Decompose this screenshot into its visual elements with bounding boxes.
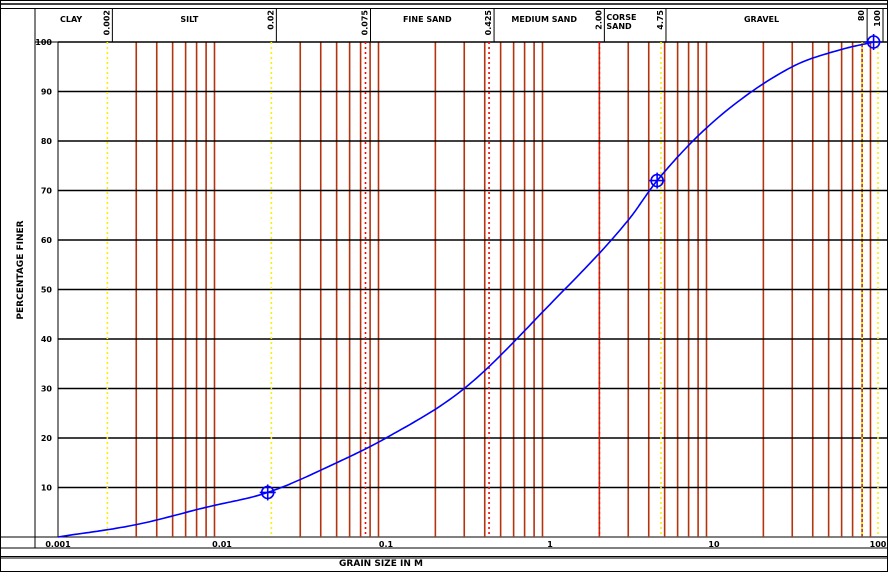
x-tick-label: 100 (870, 540, 887, 549)
zone-label: SAND (606, 22, 632, 31)
chart-frame (0, 8, 888, 557)
y-tick-label: 10 (41, 484, 53, 493)
size-limit-label: 0.075 (361, 10, 370, 36)
x-tick-label: 0.1 (379, 540, 394, 549)
x-axis-title: GRAIN SIZE IN M (339, 559, 423, 569)
zone-label: CORSE (606, 13, 636, 22)
zone-label: FINE SAND (403, 15, 452, 24)
y-tick-label: 70 (41, 187, 53, 196)
x-tick-label: 10 (708, 540, 720, 549)
y-tick-label: 80 (41, 137, 53, 146)
y-tick-label: 30 (41, 385, 53, 394)
y-tick-label: 60 (41, 236, 53, 245)
size-limit-label: 0.02 (266, 10, 275, 30)
y-tick-label: 100 (35, 38, 52, 47)
zone-label: GRAVEL (744, 15, 779, 24)
zone-label: CLAY (60, 15, 82, 24)
size-limit-label: 0.002 (102, 10, 111, 35)
y-tick-label: 20 (41, 434, 53, 443)
size-limit-label: 0.425 (484, 10, 493, 36)
x-tick-label: 0.01 (212, 540, 232, 549)
data-point-marker (865, 34, 882, 50)
x-tick-label: 0.001 (45, 540, 71, 549)
size-limit-label: 4.75 (656, 10, 665, 30)
size-limit-label: 100 (873, 10, 882, 27)
zone-label: SILT (180, 15, 199, 24)
y-tick-label: 50 (41, 286, 53, 295)
data-point-marker (259, 484, 276, 501)
data-point-marker (649, 172, 666, 189)
size-limit-label: 80 (857, 10, 866, 22)
size-limit-label: 2.00 (594, 10, 603, 30)
y-axis-title: PERCENTAGE FINER (16, 220, 26, 319)
y-tick-label: 90 (41, 88, 53, 97)
y-tick-label: 40 (41, 335, 53, 344)
zone-label: MEDIUM SAND (511, 15, 577, 24)
gradation-curve (57, 41, 874, 538)
x-tick-label: 1 (547, 540, 553, 549)
